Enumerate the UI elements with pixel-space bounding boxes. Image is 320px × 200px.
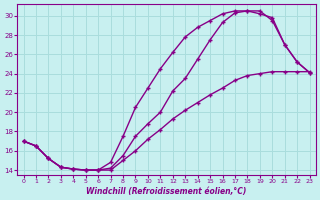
X-axis label: Windchill (Refroidissement éolien,°C): Windchill (Refroidissement éolien,°C) (86, 187, 247, 196)
